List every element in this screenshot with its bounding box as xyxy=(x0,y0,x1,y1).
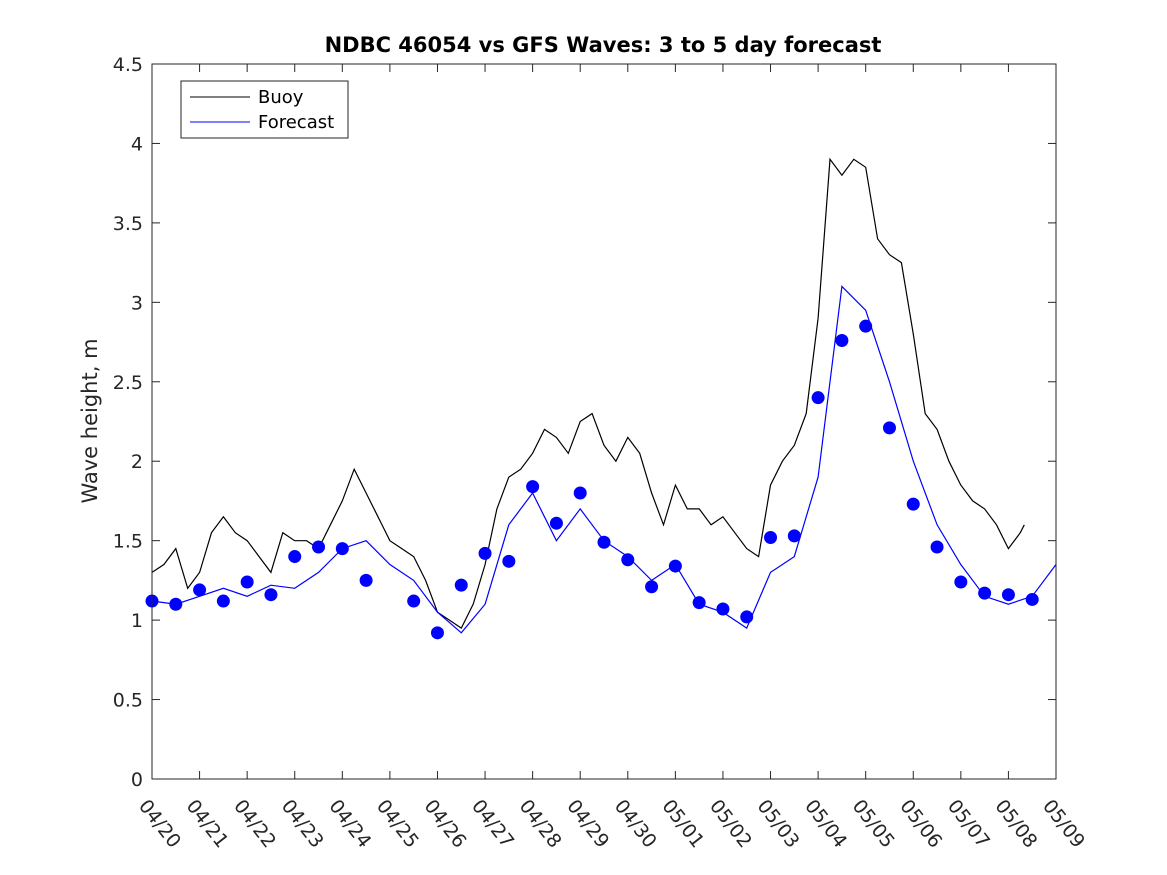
y-tick-label: 0 xyxy=(131,769,143,791)
x-tick-label: 05/02 xyxy=(705,796,756,853)
analysis-marker xyxy=(1025,592,1039,606)
analysis-marker xyxy=(954,575,968,589)
legend-label-forecast: Forecast xyxy=(258,112,334,133)
y-tick-label: 4.5 xyxy=(113,54,143,76)
analysis-marker xyxy=(335,542,349,556)
y-tick-label: 4 xyxy=(131,133,143,155)
y-axis: 0 0.5 1 1.5 2 2.5 3 3.5 4 4.5 xyxy=(113,54,1056,791)
analysis-marker xyxy=(193,583,207,597)
x-tick-label: 05/08 xyxy=(990,796,1041,853)
analysis-marker xyxy=(811,391,825,405)
x-tick-label: 04/22 xyxy=(229,796,280,853)
x-tick-label: 04/28 xyxy=(515,796,566,853)
analysis-marker xyxy=(906,497,920,511)
analysis-marker xyxy=(573,486,587,500)
plot-area xyxy=(152,64,1056,779)
y-axis-title: Wave height, m xyxy=(78,338,102,503)
chart-title: NDBC 46054 vs GFS Waves: 3 to 5 day fore… xyxy=(325,33,882,57)
x-tick-label: 04/26 xyxy=(420,796,471,853)
y-tick-label: 3.5 xyxy=(113,213,143,235)
analysis-marker xyxy=(430,626,444,640)
x-tick-label: 05/06 xyxy=(895,796,946,853)
analysis-marker xyxy=(882,421,896,435)
analysis-marker xyxy=(978,586,992,600)
x-tick-label: 05/07 xyxy=(943,796,994,853)
y-tick-label: 2.5 xyxy=(113,372,143,394)
x-tick-label: 04/24 xyxy=(324,796,375,853)
analysis-marker xyxy=(597,535,611,549)
analysis-marker xyxy=(288,550,302,564)
analysis-marker xyxy=(169,597,183,611)
analysis-marker xyxy=(478,546,492,560)
y-tick-label: 1 xyxy=(131,610,143,632)
analysis-marker xyxy=(692,596,706,610)
analysis-marker xyxy=(740,610,754,624)
analysis-marker xyxy=(502,554,516,568)
plot-frame xyxy=(151,63,1057,780)
analysis-marker xyxy=(787,529,801,543)
x-tick-label: 04/25 xyxy=(372,796,423,853)
x-tick-label: 04/27 xyxy=(467,796,518,853)
plot-content xyxy=(145,157,1057,640)
analysis-marker xyxy=(645,580,659,594)
analysis-marker xyxy=(859,319,873,333)
analysis-marker xyxy=(930,540,944,554)
x-tick-label: 04/23 xyxy=(277,796,328,853)
x-tick-label: 04/20 xyxy=(134,796,185,853)
x-tick-label: 05/09 xyxy=(1038,796,1089,853)
analysis-marker xyxy=(549,516,563,530)
analysis-marker xyxy=(454,578,468,592)
analysis-marker xyxy=(359,573,373,587)
x-tick-label: 04/29 xyxy=(562,796,613,853)
analysis-marker xyxy=(312,540,326,554)
analysis-marker xyxy=(668,559,682,573)
analysis-marker xyxy=(716,602,730,616)
legend-box xyxy=(180,80,349,139)
x-tick-label: 05/03 xyxy=(753,796,804,853)
x-tick-label: 05/05 xyxy=(848,796,899,853)
legend-label-buoy: Buoy xyxy=(258,87,304,108)
x-tick-label: 05/04 xyxy=(800,796,851,853)
analysis-marker xyxy=(835,333,849,347)
analysis-marker xyxy=(764,530,778,544)
x-tick-label: 04/21 xyxy=(182,796,233,853)
x-tick-label: 04/30 xyxy=(610,796,661,853)
buoy-series-line xyxy=(151,157,1025,629)
legend: Buoy Forecast xyxy=(180,80,349,139)
y-tick-label: 0.5 xyxy=(113,690,143,712)
x-tick-label: 05/01 xyxy=(657,796,708,853)
analysis-marker xyxy=(1001,588,1015,602)
analysis-marker xyxy=(407,594,421,608)
analysis-marker xyxy=(216,594,230,608)
analysis-marker xyxy=(264,588,278,602)
analysis-marker xyxy=(240,575,254,589)
analysis-marker xyxy=(526,480,540,494)
y-tick-label: 2 xyxy=(131,451,143,473)
y-tick-label: 3 xyxy=(131,292,143,314)
analysis-marker xyxy=(621,553,635,567)
y-tick-label: 1.5 xyxy=(113,531,143,553)
